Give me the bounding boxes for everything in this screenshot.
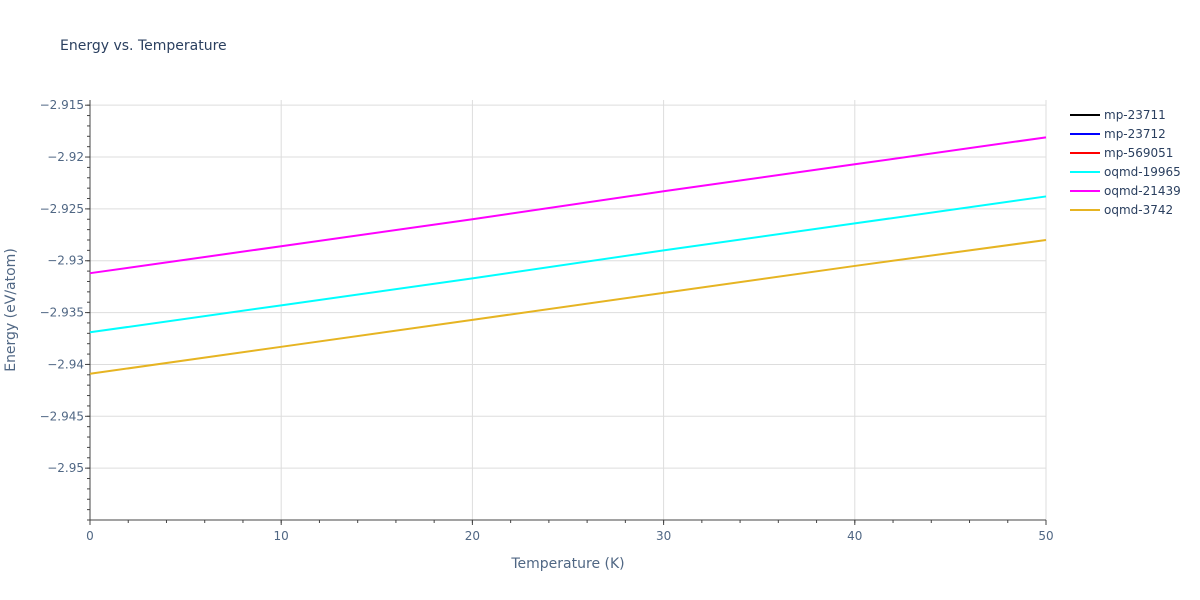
y-tick-label: −2.915 xyxy=(40,98,84,112)
y-tick-label: −2.925 xyxy=(40,202,84,216)
x-tick-label: 30 xyxy=(656,529,671,543)
y-tick-label: −2.92 xyxy=(47,150,84,164)
legend-label: mp-23712 xyxy=(1104,127,1166,141)
legend-label: oqmd-3742 xyxy=(1104,203,1173,217)
legend-label: oqmd-19965 xyxy=(1104,165,1181,179)
y-axis-title: Energy (eV/atom) xyxy=(3,248,19,372)
x-tick-label: 10 xyxy=(274,529,289,543)
legend-item-mp-23711[interactable]: mp-23711 xyxy=(1070,108,1166,122)
x-axis-title: Temperature (K) xyxy=(510,556,624,572)
x-tick-label: 0 xyxy=(86,529,94,543)
x-tick-label: 20 xyxy=(465,529,480,543)
plot-area xyxy=(89,136,1047,375)
y-tick-label: −2.94 xyxy=(47,357,84,371)
y-tick-label: −2.93 xyxy=(47,254,84,268)
legend-label: mp-23711 xyxy=(1104,108,1166,122)
y-tick-label: −2.935 xyxy=(40,306,84,320)
legend-item-oqmd-19965[interactable]: oqmd-19965 xyxy=(1070,165,1181,179)
chart-title: Energy vs. Temperature xyxy=(60,38,227,54)
legend[interactable]: mp-23711 mp-23712 mp-569051 oqmd-19965 oqmd-… xyxy=(1070,108,1181,217)
y-tick-label: −2.945 xyxy=(40,409,84,423)
legend-item-oqmd-21439[interactable]: oqmd-21439 xyxy=(1070,184,1181,198)
legend-label: mp-569051 xyxy=(1104,146,1173,160)
series-line-oqmd-21439 xyxy=(89,136,1047,275)
legend-item-mp-569051[interactable]: mp-569051 xyxy=(1070,146,1173,160)
y-tick-label: −2.95 xyxy=(47,461,84,475)
x-tick-label: 50 xyxy=(1038,529,1053,543)
series-line-oqmd-19965 xyxy=(89,195,1047,334)
series-line-oqmd-3742 xyxy=(89,239,1047,375)
axes: 0 10 20 30 40 50 −2.95 −2.945 −2.94 −2.935 −2.93 −2… xyxy=(40,98,1054,543)
legend-item-oqmd-3742[interactable]: oqmd-3742 xyxy=(1070,203,1173,217)
x-tick-label: 40 xyxy=(847,529,862,543)
legend-label: oqmd-21439 xyxy=(1104,184,1181,198)
legend-item-mp-23712[interactable]: mp-23712 xyxy=(1070,127,1166,141)
